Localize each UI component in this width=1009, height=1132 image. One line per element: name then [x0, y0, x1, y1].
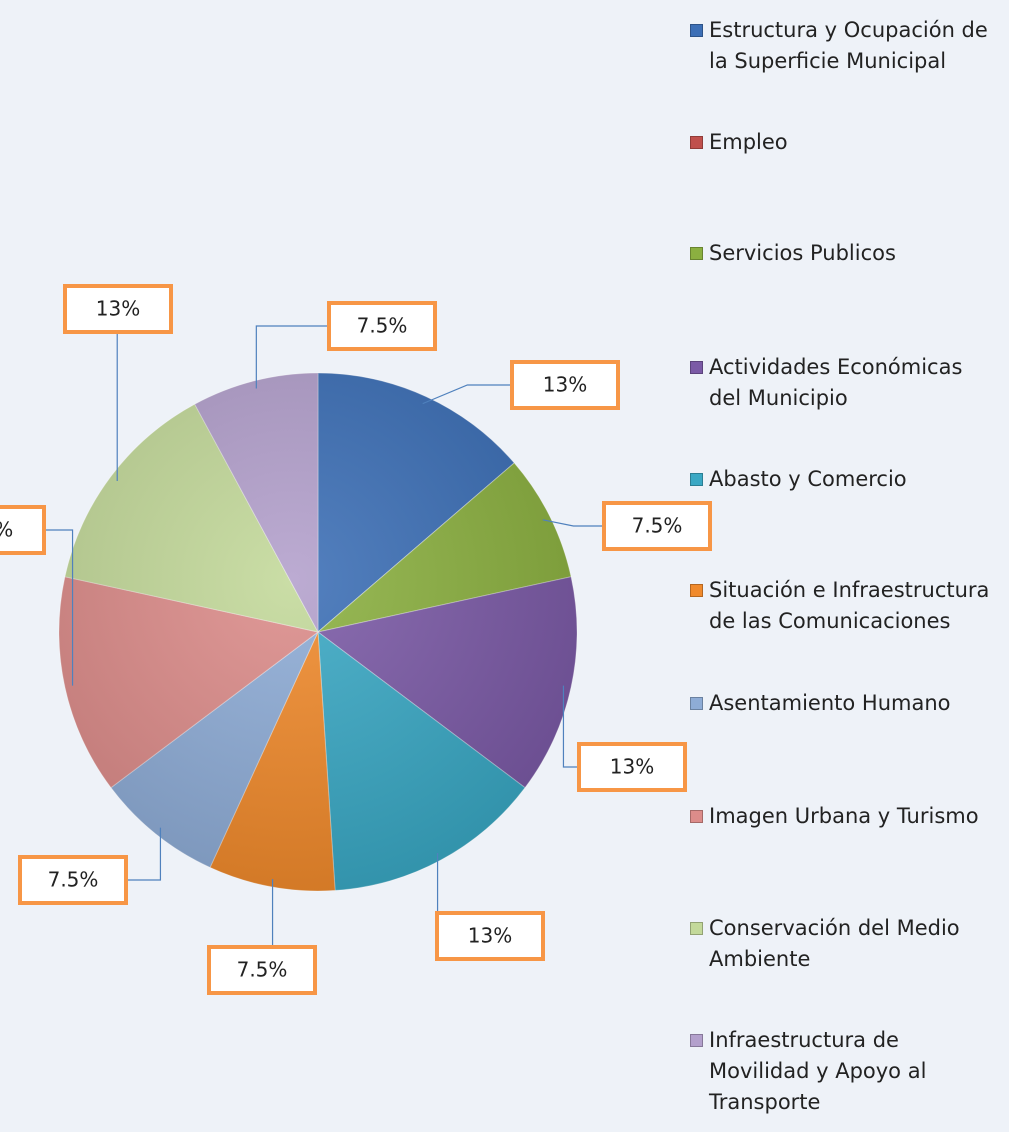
legend-label: Situación e Infraestructura de las Comun…	[709, 578, 990, 633]
data-label: 7.5%	[357, 314, 408, 338]
label-box	[435, 911, 545, 961]
legend-label: Asentamiento Humano	[709, 691, 951, 715]
legend-label: Servicios Publicos	[709, 241, 896, 265]
label-box	[18, 855, 128, 905]
legend-item: Abasto y Comercio	[690, 464, 1000, 495]
legend-item: Estructura y Ocupación de la Superficie …	[690, 15, 1000, 77]
legend-swatch	[690, 361, 703, 374]
leader-line	[422, 384, 512, 405]
legend-item: Empleo	[690, 127, 1000, 158]
data-label: 7.5%	[632, 514, 683, 538]
legend-item: Servicios Publicos	[690, 238, 1000, 269]
legend-swatch	[690, 810, 703, 823]
data-label: 13%	[96, 297, 140, 321]
legend-label: Estructura y Ocupación de la Superficie …	[709, 18, 988, 73]
label-box	[510, 360, 620, 410]
label-box	[207, 945, 317, 995]
label-box	[327, 301, 437, 351]
legend-item: Actividades Económicas del Municipio	[690, 352, 1000, 414]
legend-swatch	[690, 1034, 703, 1047]
legend-item: Infraestructura de Movilidad y Apoyo al …	[690, 1025, 1000, 1118]
legend-item: Situación e Infraestructura de las Comun…	[690, 575, 1000, 637]
leader-line	[562, 685, 579, 768]
legend-label: Empleo	[709, 130, 788, 154]
data-labels: 13% 7.5% 13% 13% 7.5% 7.5% 13% 13% 7.5%	[0, 284, 712, 995]
legend-swatch	[690, 922, 703, 935]
data-label: 13%	[610, 755, 654, 779]
legend-swatch	[690, 697, 703, 710]
leader-line	[65, 308, 118, 481]
legend-label: Actividades Económicas del Municipio	[709, 355, 963, 410]
legend-item: Imagen Urbana y Turismo	[690, 801, 1000, 832]
legend-swatch	[690, 247, 703, 260]
data-label: 7.5%	[48, 868, 99, 892]
legend-label: Imagen Urbana y Turismo	[709, 804, 979, 828]
leader-line	[255, 325, 329, 389]
label-box	[63, 284, 173, 334]
legend-item: Conservación del Medio Ambiente	[690, 913, 1000, 975]
legend-label: Infraestructura de Movilidad y Apoyo al …	[709, 1028, 927, 1114]
legend-swatch	[690, 584, 703, 597]
data-label: 7.5%	[237, 958, 288, 982]
data-label: 13%	[0, 518, 13, 542]
label-box	[602, 501, 712, 551]
legend-swatch	[690, 473, 703, 486]
leader-line	[126, 827, 162, 881]
leader-line	[44, 529, 74, 686]
legend-swatch	[690, 24, 703, 37]
legend-item: Asentamiento Humano	[690, 688, 1000, 719]
data-label: 13%	[468, 924, 512, 948]
leader-line	[542, 519, 604, 527]
legend-label: Conservación del Medio Ambiente	[709, 916, 960, 971]
label-box	[0, 505, 46, 555]
legend-label: Abasto y Comercio	[709, 467, 907, 491]
data-label: 13%	[543, 373, 587, 397]
legend-swatch	[690, 136, 703, 149]
label-box	[577, 742, 687, 792]
